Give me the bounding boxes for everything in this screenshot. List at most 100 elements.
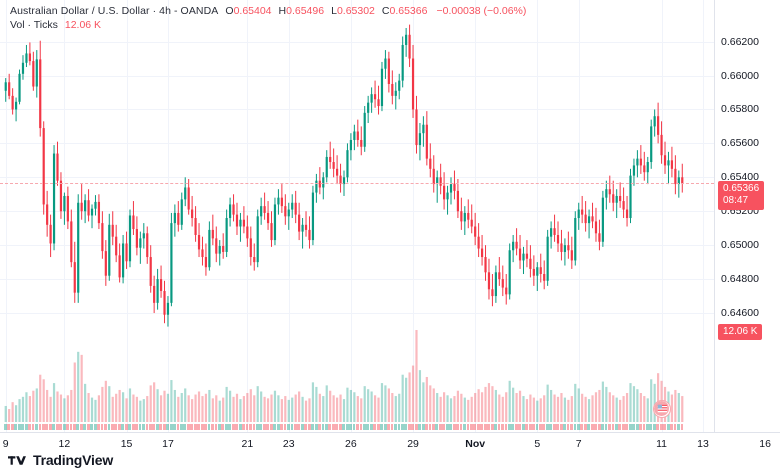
- candle-body: [52, 153, 56, 244]
- volume-bar: [391, 393, 394, 422]
- candle-body: [287, 209, 290, 217]
- candle-body: [556, 234, 560, 244]
- volume-bar: [484, 386, 487, 422]
- time-tick-label: 23: [282, 438, 295, 450]
- session-ribbon-segment: [276, 424, 280, 430]
- gridline-horizontal: [0, 211, 714, 213]
- volume-bar: [446, 395, 449, 422]
- candle-wick: [436, 170, 438, 203]
- volume-bar: [59, 394, 63, 422]
- volume-bar: [28, 396, 31, 422]
- volume-bar: [52, 383, 56, 422]
- session-ribbon-segment: [463, 424, 466, 430]
- volume-bar: [556, 396, 560, 422]
- time-tick-label: 9: [2, 438, 9, 450]
- volume-bar: [170, 380, 173, 422]
- candle-body: [284, 206, 287, 217]
- candle-body: [263, 206, 266, 213]
- session-ribbon-segment: [252, 424, 256, 430]
- volume-bar: [325, 385, 328, 422]
- candle-body: [304, 224, 308, 230]
- volume-bar: [591, 395, 594, 422]
- candle-body: [128, 215, 132, 262]
- candle-body: [204, 257, 208, 268]
- candle-body: [70, 221, 73, 263]
- session-ribbon-segment: [563, 424, 567, 430]
- candle-wick: [319, 167, 321, 195]
- session-ribbon-segment: [404, 424, 408, 430]
- session-ribbon-segment: [48, 424, 52, 430]
- volume-bar: [463, 397, 466, 422]
- volume-bar: [56, 391, 59, 422]
- session-ribbon-segment: [521, 424, 525, 430]
- session-ribbon-segment: [359, 424, 363, 430]
- us-flag-event-icon[interactable]: [652, 400, 671, 418]
- volume-bar: [39, 374, 42, 422]
- gridline-horizontal: [0, 143, 714, 145]
- candle-wick: [81, 184, 83, 220]
- candle-body: [608, 189, 611, 195]
- volume-badge[interactable]: 12.06 K: [718, 324, 763, 340]
- session-ribbon-segment: [535, 424, 539, 430]
- session-ribbon-segment: [148, 424, 152, 430]
- session-ribbon-segment: [318, 424, 321, 430]
- price-tick-label: 0.66000: [721, 69, 759, 82]
- volume-bar: [194, 394, 197, 422]
- current-price-badge[interactable]: 0.65366 08:47: [718, 181, 765, 211]
- candle-body: [422, 124, 425, 134]
- chart-plot-area[interactable]: [0, 0, 714, 432]
- session-ribbon-segment: [428, 424, 432, 430]
- price-axis[interactable]: 0.66200 0.66000 0.65800 0.65600 0.65400 0.652…: [714, 0, 780, 432]
- volume-bar: [384, 385, 387, 422]
- session-ribbon-segment: [79, 424, 83, 430]
- candle-body: [191, 209, 194, 219]
- candle-body: [256, 216, 259, 263]
- candle-body: [387, 58, 390, 84]
- session-ribbon-segment: [407, 424, 411, 430]
- session-ribbon-segment: [259, 424, 263, 430]
- volume-bar: [494, 389, 497, 422]
- candle-body: [266, 212, 270, 224]
- tradingview-wordmark: TradingView: [33, 452, 114, 468]
- volume-bar: [187, 395, 190, 422]
- candle-body: [211, 229, 214, 239]
- gridline-horizontal: [0, 313, 714, 315]
- session-ribbon-segment: [97, 424, 101, 430]
- candle-body: [401, 44, 404, 81]
- volume-bar: [539, 398, 542, 422]
- candle-body: [532, 268, 535, 276]
- candle-body: [639, 158, 642, 166]
- session-ribbon-segment: [369, 424, 373, 430]
- volume-bar: [608, 392, 611, 422]
- session-ribbon-segment: [180, 424, 183, 430]
- volume-bar: [66, 395, 69, 422]
- candle-body: [253, 257, 256, 263]
- volume-bar: [115, 393, 118, 422]
- volume-bar: [80, 354, 83, 422]
- time-tick-label: 21: [241, 438, 254, 450]
- candle-body: [674, 168, 677, 185]
- time-axis[interactable]: 9 12 15 17 21 23 26 29 Nov 5 7 11 13 16: [0, 432, 780, 454]
- candle-body: [315, 180, 318, 193]
- session-ribbon-segment: [646, 424, 649, 430]
- volume-bar: [232, 396, 235, 422]
- volume-bar: [536, 400, 539, 422]
- session-ribbon-segment: [635, 424, 639, 430]
- volume-bar: [405, 377, 408, 422]
- session-ribbon-segment: [490, 424, 494, 430]
- volume-bar: [622, 396, 625, 422]
- volume-bar: [304, 400, 308, 422]
- price-tick-label: 0.64600: [721, 307, 759, 320]
- candle-body: [650, 126, 653, 163]
- session-ribbon-segment: [518, 424, 522, 430]
- candlestick-series: [4, 24, 684, 422]
- volume-bar: [632, 386, 636, 422]
- volume-bar: [132, 394, 135, 422]
- session-ribbon-segment: [262, 424, 266, 430]
- session-ribbon-segment: [376, 424, 380, 430]
- session-ribbon-segment: [31, 424, 35, 430]
- session-ribbon-segment: [228, 424, 232, 430]
- candle-body: [46, 204, 49, 225]
- session-ribbon-segment: [86, 424, 90, 430]
- session-ribbon-segment: [173, 424, 176, 430]
